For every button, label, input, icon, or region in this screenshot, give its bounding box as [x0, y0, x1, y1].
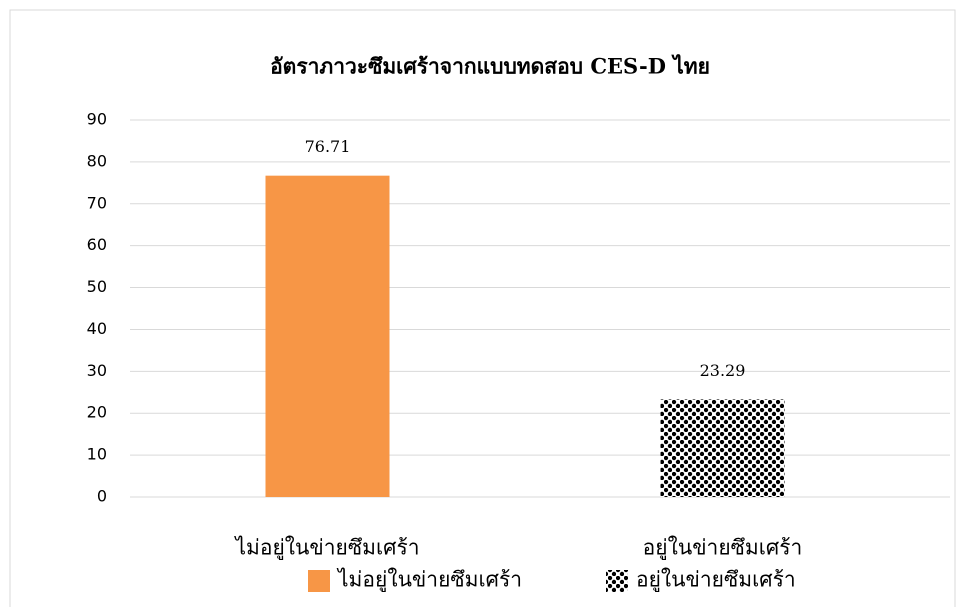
x-tick-label: ไม่อยู่ในข่ายซึมเศร้า: [233, 536, 419, 561]
y-tick-label: 50: [87, 277, 107, 296]
legend-swatch: [308, 570, 330, 592]
legend-label: ไม่อยู่ในข่ายซึมเศร้า: [336, 568, 522, 593]
y-tick-label: 30: [87, 361, 107, 380]
bar: [660, 399, 785, 497]
legend-label: อยู่ในข่ายซึมเศร้า: [636, 568, 796, 593]
bar: [265, 175, 390, 497]
y-tick-label: 0: [97, 487, 107, 506]
y-tick-label: 60: [87, 235, 107, 254]
y-tick-label: 40: [87, 319, 107, 338]
chart-title: อัตราภาวะซึมเศร้าจากแบบทดสอบ CES-D ไทย: [270, 54, 710, 79]
y-tick-label: 80: [87, 151, 107, 170]
y-tick-label: 70: [87, 193, 107, 212]
y-tick-label: 20: [87, 403, 107, 422]
x-tick-label: อยู่ในข่ายซึมเศร้า: [643, 536, 803, 561]
data-label: 76.71: [305, 137, 351, 156]
data-label: 23.29: [700, 361, 746, 380]
y-tick-label: 10: [87, 445, 107, 464]
y-tick-label: 90: [87, 110, 107, 129]
chart-frame: [9, 9, 956, 607]
legend-swatch: [606, 570, 628, 592]
